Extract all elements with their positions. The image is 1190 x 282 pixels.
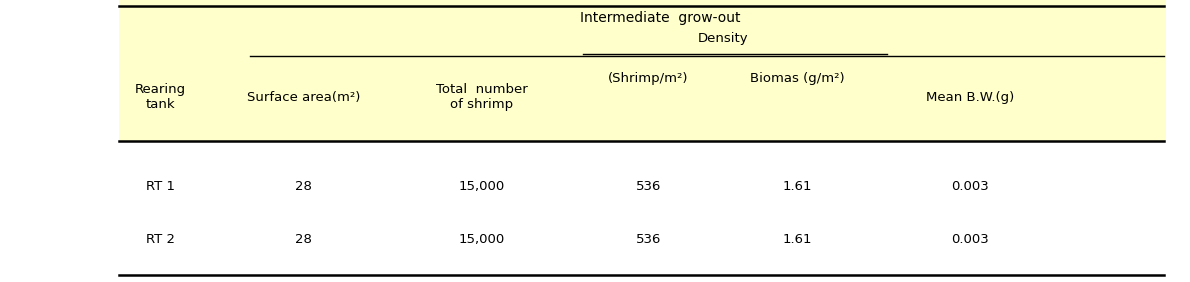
- Text: 536: 536: [635, 180, 662, 193]
- Text: 28: 28: [295, 180, 312, 193]
- Text: Intermediate  grow-out: Intermediate grow-out: [581, 11, 740, 25]
- Text: 15,000: 15,000: [459, 233, 505, 246]
- Text: Total  number
of shrimp: Total number of shrimp: [436, 83, 528, 111]
- Text: RT 1: RT 1: [146, 180, 175, 193]
- Text: Rearing
tank: Rearing tank: [136, 83, 186, 111]
- Text: Surface area(m²): Surface area(m²): [246, 91, 361, 104]
- Text: Biomas (g/m²): Biomas (g/m²): [750, 72, 845, 85]
- Text: 536: 536: [635, 233, 662, 246]
- Text: 1.61: 1.61: [783, 180, 812, 193]
- Text: 15,000: 15,000: [459, 180, 505, 193]
- Bar: [119, 0, 1166, 141]
- Text: RT 2: RT 2: [146, 233, 175, 246]
- Text: 0.003: 0.003: [951, 180, 989, 193]
- Text: 1.61: 1.61: [783, 233, 812, 246]
- Text: Density: Density: [699, 32, 749, 45]
- Text: Mean B.W.(g): Mean B.W.(g): [926, 91, 1014, 104]
- Text: 0.003: 0.003: [951, 233, 989, 246]
- Text: (Shrimp/m²): (Shrimp/m²): [608, 72, 689, 85]
- Text: 28: 28: [295, 233, 312, 246]
